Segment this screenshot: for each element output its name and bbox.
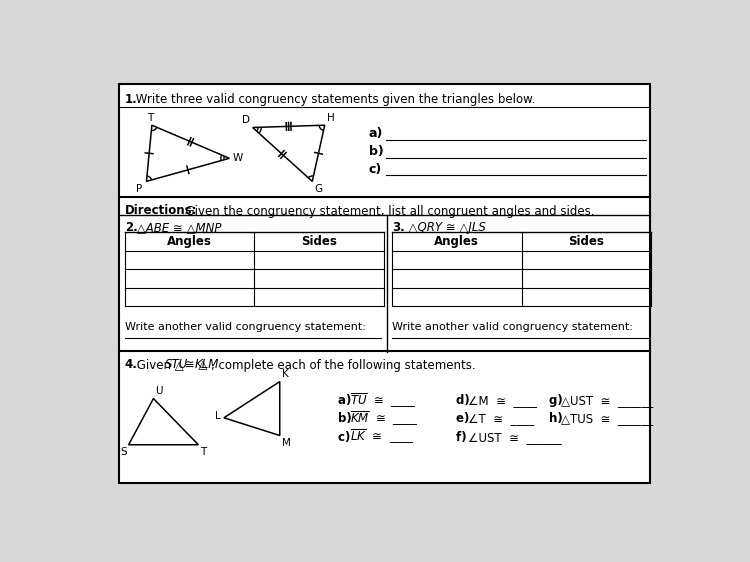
Text: b): b) [369,145,383,158]
Text: , complete each of the following statements.: , complete each of the following stateme… [211,359,476,371]
Text: △ABE ≅ △MNP: △ABE ≅ △MNP [134,221,222,234]
Text: U: U [155,386,163,396]
Text: Sides: Sides [301,235,337,248]
Text: Directions:: Directions: [124,205,197,217]
Text: 4.: 4. [124,359,138,371]
Text: Given the congruency statement, list all congruent angles and sides.: Given the congruency statement, list all… [178,205,595,217]
Text: Angles: Angles [434,235,479,248]
Text: d): d) [457,393,474,406]
Text: 3.: 3. [392,221,405,234]
Text: 2.: 2. [124,221,137,234]
Text: a): a) [369,127,383,140]
Text: Write another valid congruency statement:: Write another valid congruency statement… [392,321,633,332]
Text: △TUS  ≅  ______: △TUS ≅ ______ [561,412,653,425]
Text: P: P [136,184,142,194]
Text: T: T [147,113,154,123]
Text: STU: STU [165,359,188,371]
Text: ∠M  ≅  ____: ∠M ≅ ____ [468,393,537,406]
Text: ≅ △: ≅ △ [182,359,208,371]
Text: c): c) [369,162,382,175]
Text: KLM: KLM [194,359,219,371]
Text: f): f) [457,430,471,443]
Text: c): c) [338,430,354,443]
Text: $\overline{KM}$  ≅  ____: $\overline{KM}$ ≅ ____ [350,409,418,428]
Text: ∠UST  ≅  ______: ∠UST ≅ ______ [468,430,562,443]
Text: Write another valid congruency statement:: Write another valid congruency statement… [124,321,366,332]
Text: S: S [121,447,127,457]
Text: Write three valid congruency statements given the triangles below.: Write three valid congruency statements … [133,93,536,106]
Text: M: M [282,438,291,448]
Text: g): g) [550,393,567,406]
Text: ∠T  ≅  ____: ∠T ≅ ____ [468,412,534,425]
Text: G: G [315,184,322,194]
Text: T: T [200,447,206,457]
Text: W: W [232,153,243,164]
Text: $\overline{TU}$  ≅  ____: $\overline{TU}$ ≅ ____ [350,391,416,410]
Text: Angles: Angles [167,235,212,248]
Text: △QRY ≅ △JLS: △QRY ≅ △JLS [400,221,485,234]
Text: b): b) [338,412,356,425]
Text: H: H [327,113,334,123]
Text: D: D [242,115,250,125]
Text: e): e) [457,412,474,425]
Text: a): a) [338,393,356,406]
Text: Given △: Given △ [134,359,184,371]
Text: Sides: Sides [568,235,604,248]
Text: $\overline{LK}$  ≅  ____: $\overline{LK}$ ≅ ____ [350,428,414,446]
Text: h): h) [550,412,567,425]
Text: K: K [282,369,289,379]
Text: △UST  ≅  ______: △UST ≅ ______ [561,393,653,406]
Text: 1.: 1. [124,93,137,106]
Text: L: L [215,411,220,422]
